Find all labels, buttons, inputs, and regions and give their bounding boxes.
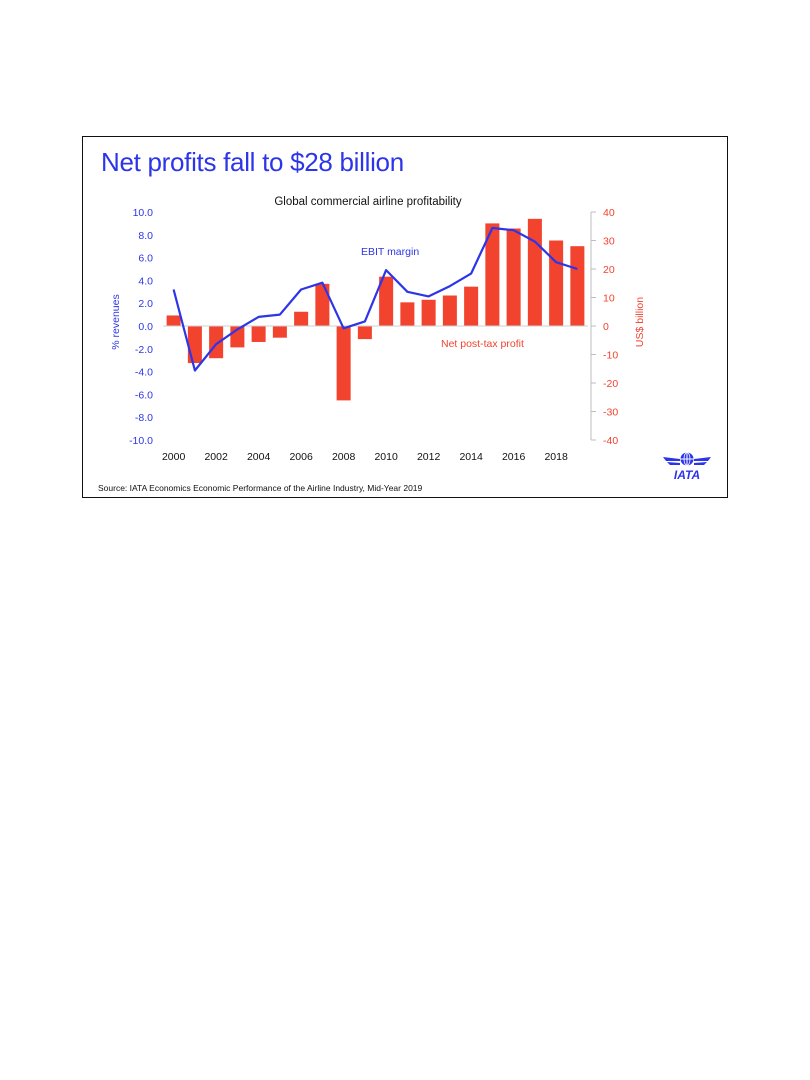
profit-bar-2005 bbox=[272, 326, 287, 338]
profit-bar-2010 bbox=[379, 276, 394, 326]
left-tick-label: 4.0 bbox=[138, 275, 153, 287]
profit-bar-2009 bbox=[357, 326, 372, 340]
left-tick-label: -4.0 bbox=[135, 367, 153, 379]
profit-bar-2006 bbox=[294, 311, 309, 326]
profit-bar-2013 bbox=[442, 295, 457, 326]
iata-logo-text: IATA bbox=[674, 468, 700, 482]
profit-bar-2000 bbox=[166, 315, 181, 326]
x-tick-label: 2008 bbox=[332, 451, 356, 463]
chart-title: Global commercial airline profitability bbox=[274, 196, 462, 208]
x-tick-label: 2000 bbox=[162, 451, 186, 463]
right-tick-label: 40 bbox=[603, 207, 615, 219]
profit-bar-2016 bbox=[506, 228, 521, 326]
left-tick-label: 6.0 bbox=[138, 253, 153, 265]
left-axis-ticks: 10.0 8.0 6.0 4.0 2.0 0.0 -2.0 -4.0 -6.0 -8.0 -10.0 bbox=[129, 207, 153, 447]
left-tick-label: -6.0 bbox=[135, 389, 153, 401]
right-axis-ticks: 40 30 20 10 0 -10 -20 -30 -40 bbox=[603, 207, 618, 447]
left-tick-label: 8.0 bbox=[138, 230, 153, 242]
right-tick-label: 10 bbox=[603, 293, 615, 305]
right-tick-label: -40 bbox=[603, 435, 618, 447]
x-tick-label: 2018 bbox=[544, 451, 568, 463]
right-tick-label: -10 bbox=[603, 350, 618, 362]
profit-bar-2012 bbox=[421, 299, 436, 326]
profit-bar-2014 bbox=[464, 286, 479, 326]
globe-wings-icon bbox=[663, 452, 711, 466]
profitability-chart: Global commercial airline profitability … bbox=[110, 196, 711, 482]
slide-headline: Net profits fall to $28 billion bbox=[101, 147, 404, 177]
net-profit-annotation: Net post-tax profit bbox=[441, 338, 524, 350]
profit-bar-2019 bbox=[570, 246, 585, 326]
right-tick-label: 0 bbox=[603, 321, 609, 333]
x-axis-ticks: 2000 2002 2004 2006 2008 2010 2012 2014 2016 2018 bbox=[162, 451, 568, 463]
right-tick-label: 30 bbox=[603, 236, 615, 248]
left-tick-label: 10.0 bbox=[133, 207, 154, 219]
x-tick-label: 2016 bbox=[502, 451, 526, 463]
left-tick-label: 0.0 bbox=[138, 321, 153, 333]
chart-slide: Net profits fall to $28 billion Global c… bbox=[82, 136, 728, 498]
profit-bar-2011 bbox=[400, 302, 415, 326]
right-axis-line bbox=[590, 211, 596, 441]
profit-bar-2017 bbox=[527, 218, 542, 326]
x-tick-label: 2014 bbox=[459, 451, 483, 463]
x-tick-label: 2004 bbox=[247, 451, 271, 463]
profit-bar-2018 bbox=[549, 240, 564, 326]
x-tick-label: 2012 bbox=[417, 451, 441, 463]
profit-bar-2008 bbox=[336, 326, 351, 401]
iata-logo: IATA bbox=[663, 452, 711, 482]
left-tick-label: -10.0 bbox=[129, 435, 153, 447]
ebit-margin-line bbox=[172, 226, 578, 372]
left-tick-label: -2.0 bbox=[135, 344, 153, 356]
x-tick-label: 2010 bbox=[374, 451, 398, 463]
right-tick-label: -20 bbox=[603, 378, 618, 390]
left-tick-label: -8.0 bbox=[135, 412, 153, 424]
right-tick-label: -30 bbox=[603, 407, 618, 419]
right-tick-label: 20 bbox=[603, 264, 615, 276]
left-tick-label: 2.0 bbox=[138, 298, 153, 310]
profit-bar-2004 bbox=[251, 326, 266, 342]
right-axis-label: US$ billion bbox=[634, 297, 646, 347]
x-tick-label: 2006 bbox=[289, 451, 313, 463]
profit-bar-2007 bbox=[315, 283, 330, 326]
profit-bar-2001 bbox=[187, 326, 202, 364]
source-note: Source: IATA Economics Economic Performa… bbox=[98, 483, 423, 493]
profit-bar-2015 bbox=[485, 223, 500, 326]
profit-bars bbox=[166, 218, 585, 401]
left-axis-label: % revenues bbox=[110, 294, 122, 349]
ebit-margin-annotation: EBIT margin bbox=[361, 246, 419, 258]
x-tick-label: 2002 bbox=[204, 451, 228, 463]
